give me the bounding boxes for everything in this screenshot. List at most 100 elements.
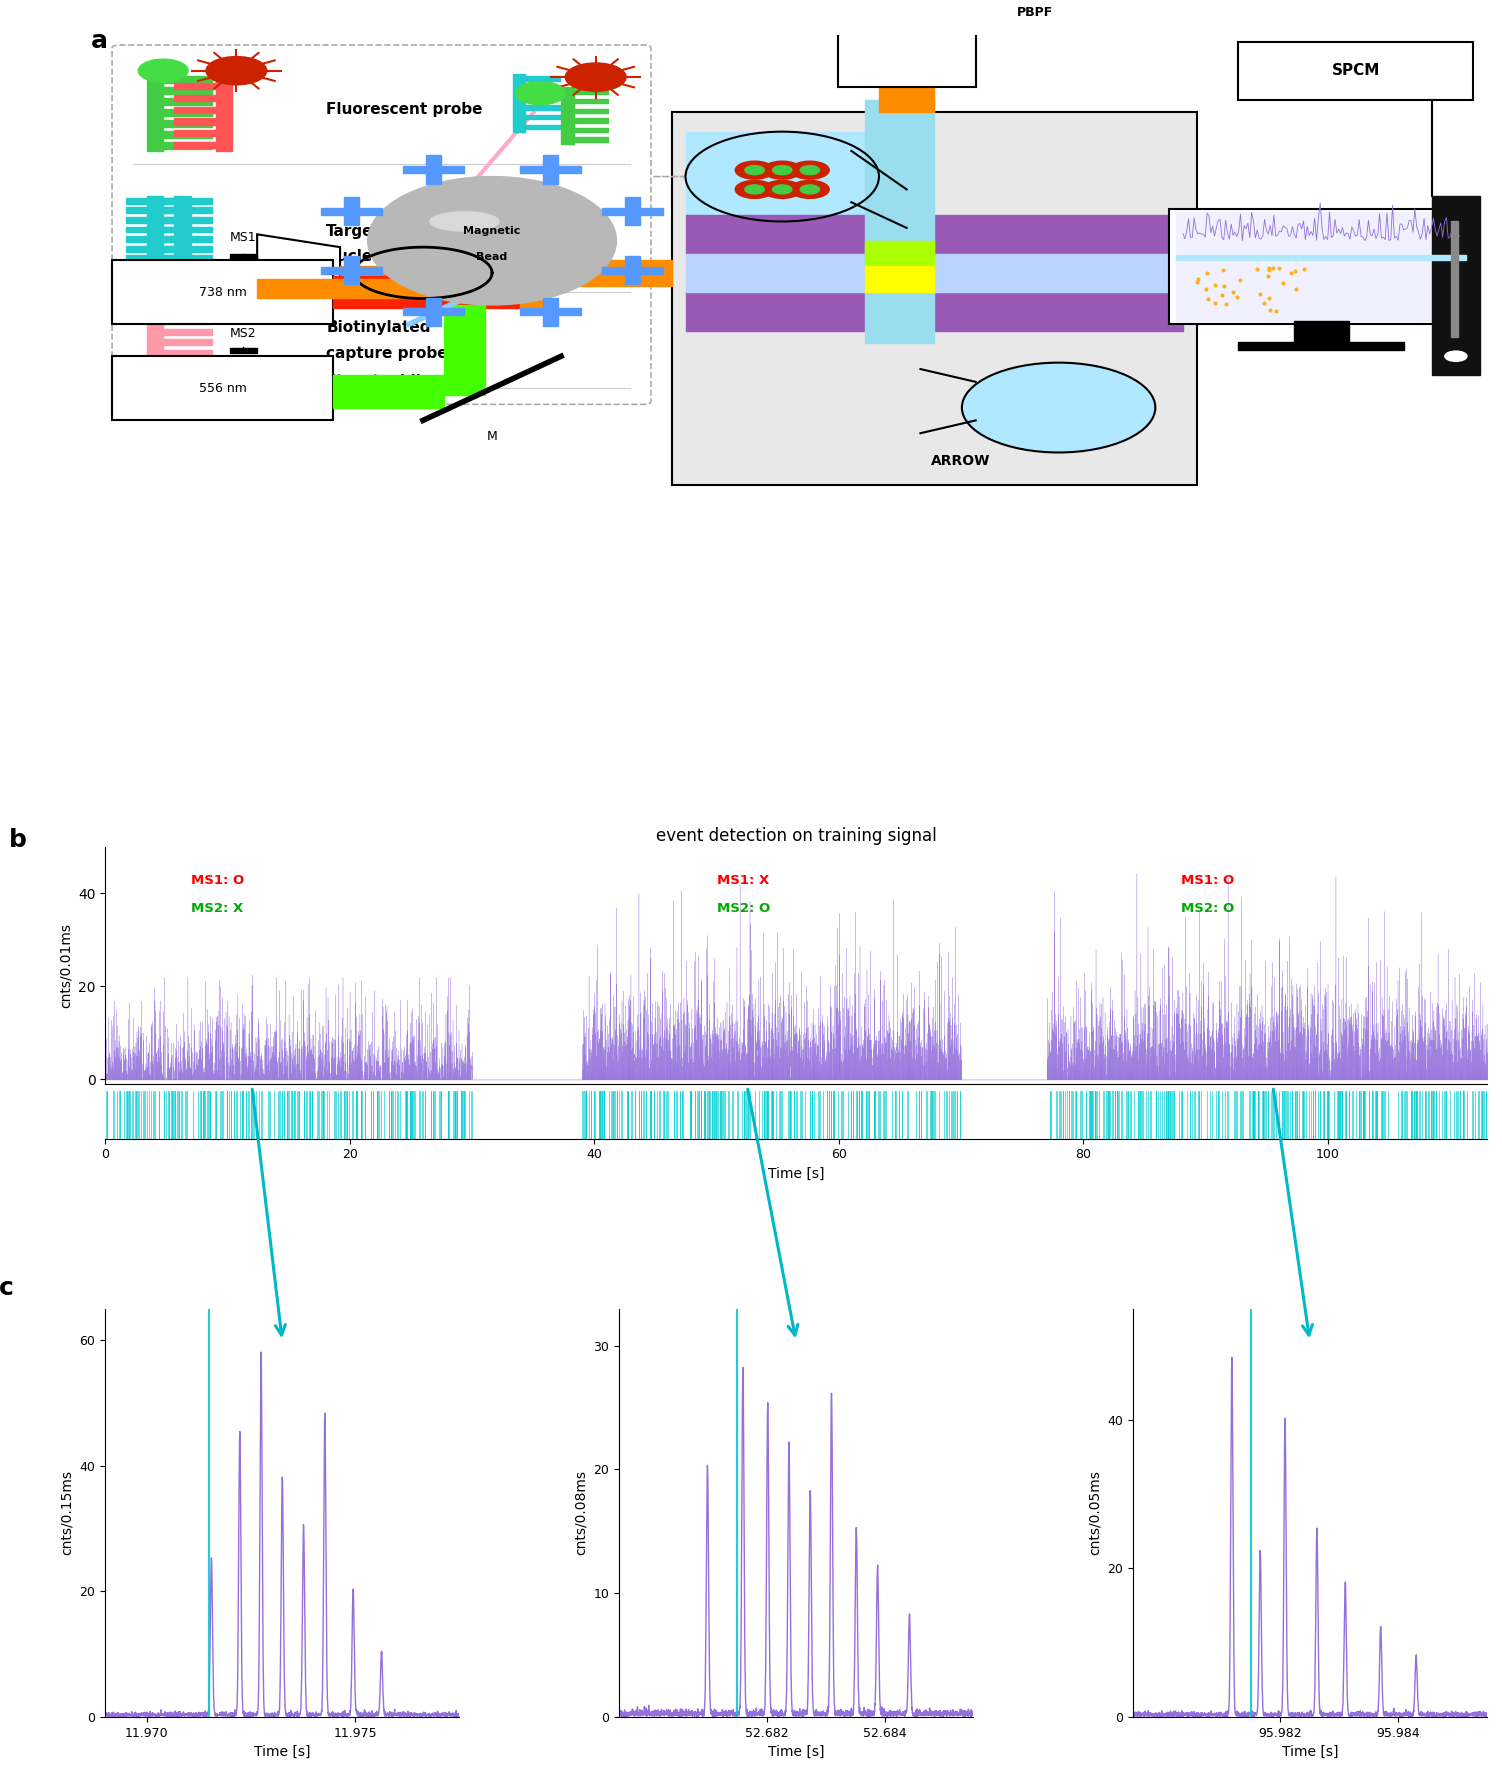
Bar <box>174 196 191 273</box>
Bar <box>230 253 257 258</box>
Bar <box>174 83 216 90</box>
Circle shape <box>772 184 792 195</box>
Bar <box>333 375 443 407</box>
Point <box>1245 255 1269 283</box>
Point <box>1226 283 1250 312</box>
Circle shape <box>772 166 792 175</box>
Bar <box>838 28 976 87</box>
Point <box>1211 255 1235 283</box>
Bar <box>344 196 359 225</box>
Bar <box>216 80 233 150</box>
Bar <box>174 106 216 113</box>
Bar <box>164 97 212 104</box>
Point <box>1229 266 1253 294</box>
Circle shape <box>736 161 774 179</box>
Bar <box>230 349 257 352</box>
Point <box>1185 269 1209 297</box>
Bar <box>526 124 560 129</box>
Circle shape <box>685 131 879 221</box>
Text: MS2: O: MS2: O <box>1181 903 1235 915</box>
Bar <box>164 235 212 242</box>
Point <box>1292 255 1316 283</box>
Point <box>1248 280 1272 308</box>
Point <box>1221 278 1245 306</box>
Point <box>1271 269 1295 297</box>
Bar <box>164 246 212 251</box>
Bar <box>404 166 464 173</box>
Circle shape <box>736 181 774 198</box>
Bar <box>113 356 333 421</box>
Bar <box>147 304 164 370</box>
Point <box>1257 253 1281 281</box>
Y-axis label: cnts/0.15ms: cnts/0.15ms <box>60 1471 74 1556</box>
Bar <box>174 129 216 136</box>
Point <box>1185 266 1209 294</box>
Point <box>1196 285 1220 313</box>
Bar <box>685 253 1184 292</box>
Text: c: c <box>0 1276 14 1299</box>
Bar <box>562 87 574 145</box>
Bar <box>823 0 990 28</box>
Circle shape <box>763 161 802 179</box>
Bar <box>174 142 216 149</box>
X-axis label: Time [s]: Time [s] <box>768 1166 825 1181</box>
Text: MS2: X: MS2: X <box>191 903 243 915</box>
Circle shape <box>1445 350 1467 361</box>
Ellipse shape <box>430 212 499 232</box>
Bar <box>685 292 1184 331</box>
Bar <box>520 166 581 173</box>
Bar <box>257 280 547 299</box>
Point <box>1203 289 1227 317</box>
Circle shape <box>745 166 765 175</box>
Point <box>1209 280 1233 308</box>
Text: MS1: O: MS1: O <box>191 874 243 887</box>
Bar <box>164 361 212 366</box>
Bar <box>625 196 640 225</box>
Text: Bead: Bead <box>476 251 508 262</box>
Bar <box>1451 221 1458 336</box>
Bar <box>526 115 560 119</box>
Bar <box>147 196 164 273</box>
Bar <box>542 297 557 326</box>
Bar <box>174 96 216 101</box>
Y-axis label: cnts/0.01ms: cnts/0.01ms <box>59 922 72 1009</box>
Bar <box>164 110 212 115</box>
Text: Streptavidin: Streptavidin <box>326 375 433 389</box>
Point <box>1283 257 1307 285</box>
Circle shape <box>763 181 802 198</box>
Point <box>1251 289 1275 317</box>
Bar <box>526 96 560 101</box>
X-axis label: Time [s]: Time [s] <box>1281 1745 1338 1759</box>
Text: ARROW: ARROW <box>931 455 990 469</box>
Circle shape <box>745 184 765 195</box>
Bar <box>164 131 212 138</box>
Bar <box>339 267 506 292</box>
Bar <box>126 218 174 223</box>
Bar <box>574 127 608 133</box>
Bar <box>520 308 581 315</box>
Bar <box>164 350 212 356</box>
Bar <box>671 113 1197 485</box>
FancyBboxPatch shape <box>113 44 650 404</box>
Circle shape <box>961 363 1155 453</box>
Bar <box>685 216 1184 253</box>
Point <box>1214 290 1238 319</box>
Text: Target: Target <box>326 223 382 239</box>
Bar <box>512 74 526 131</box>
Bar <box>506 260 671 285</box>
Bar <box>126 227 174 232</box>
Bar <box>865 99 934 343</box>
Bar <box>161 377 243 386</box>
Bar <box>625 257 640 285</box>
Circle shape <box>565 64 626 92</box>
Point <box>1268 253 1292 281</box>
Text: Biotinylated: Biotinylated <box>326 320 431 335</box>
Title: event detection on training signal: event detection on training signal <box>656 827 936 846</box>
Text: b: b <box>9 828 27 851</box>
Bar <box>520 276 547 308</box>
X-axis label: Time [s]: Time [s] <box>768 1745 825 1759</box>
Bar <box>164 76 212 83</box>
Bar <box>427 297 442 326</box>
Text: SPCM: SPCM <box>1331 64 1380 78</box>
Bar <box>333 276 527 308</box>
